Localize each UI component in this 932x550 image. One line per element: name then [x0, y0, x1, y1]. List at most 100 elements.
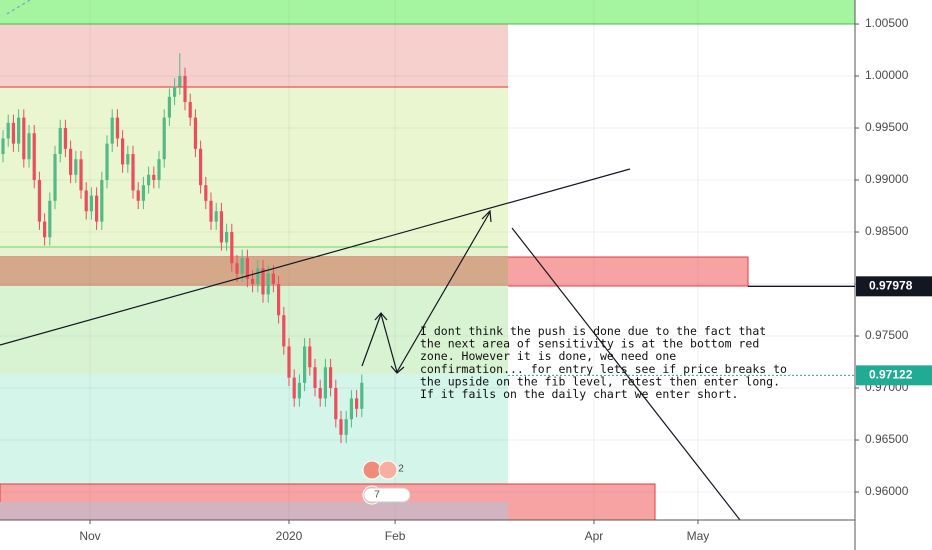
candle-body [17, 117, 21, 144]
candle-body [84, 190, 88, 212]
zones [0, 0, 855, 521]
candle-body [240, 258, 244, 274]
candle-body [214, 211, 218, 222]
candle-body [292, 377, 296, 399]
candle-body [209, 200, 213, 222]
zone [0, 0, 855, 24]
zone [0, 286, 508, 374]
candle-body [230, 232, 234, 264]
candle-body [287, 346, 291, 378]
candle-body [32, 133, 36, 181]
candle-body [173, 86, 177, 97]
candle-body [157, 159, 161, 181]
zone [0, 87, 508, 247]
candle-body [323, 367, 328, 399]
candle-body [339, 419, 343, 435]
annotation-line: zone. However it is done, we need one [420, 349, 676, 363]
arrow-head [374, 312, 388, 321]
candle-body [266, 273, 270, 295]
candle-body [204, 185, 208, 201]
candle-body [193, 117, 198, 149]
candle-body [277, 284, 281, 316]
candle-body [37, 180, 42, 222]
x-tick-label: Nov [79, 529, 100, 543]
candle-body [360, 382, 364, 409]
price-axis [855, 0, 932, 550]
annotation-line: the next area of sensitivity is at the b… [420, 337, 759, 351]
candle-body [251, 278, 255, 285]
annotation-line: the upside on the fib level, retest then… [420, 374, 780, 388]
candle-body [141, 185, 146, 201]
candle-body [297, 382, 302, 399]
candle-body [152, 174, 156, 181]
candle-body [74, 159, 78, 175]
candle-body [121, 138, 125, 165]
y-tick-label: 0.98500 [865, 224, 909, 238]
candle-body [235, 263, 239, 274]
candle-body [334, 388, 338, 420]
projection-line [511, 227, 741, 521]
time-axis [0, 520, 855, 550]
candle-body [282, 315, 286, 347]
y-tick-label: 0.97500 [865, 328, 909, 342]
candle-body [79, 159, 83, 191]
candle-body [136, 190, 140, 201]
x-tick-label: May [687, 529, 710, 543]
y-tick-label: 0.99500 [865, 120, 909, 134]
candle-body [27, 133, 31, 160]
candle-body [105, 143, 109, 181]
zone [0, 247, 508, 257]
candle-body [199, 148, 203, 186]
price-label-box [856, 276, 932, 297]
candle-body [58, 128, 62, 155]
event-icon[interactable] [378, 460, 398, 480]
price-label: 0.97978 [869, 278, 913, 292]
annotation-line: I dont think the push is done due to the… [420, 324, 766, 338]
y-tick-label: 1.00000 [865, 68, 909, 82]
candle-body [48, 200, 52, 238]
candle-body [95, 195, 99, 222]
candle-body [167, 96, 172, 118]
candle-body [115, 117, 120, 139]
candle-body [344, 419, 348, 435]
candle-body [147, 174, 151, 186]
candle-body [6, 122, 10, 139]
drawing-line [4, 0, 31, 16]
event-badge: 7 [374, 490, 380, 501]
candle-body [355, 398, 359, 409]
candle-body [313, 367, 317, 389]
candles [1, 53, 364, 444]
x-tick-label: 2020 [276, 529, 303, 543]
annotation: I dont think the push is done due to the… [420, 324, 787, 401]
candle-body [89, 195, 94, 212]
event-badge: 2 [398, 464, 404, 475]
candle-body [131, 154, 135, 191]
candle-body [318, 388, 322, 399]
candle-body [308, 346, 312, 368]
arrow-head [390, 365, 405, 374]
event-badge-box[interactable] [363, 487, 411, 503]
arrow-head [481, 209, 492, 223]
y-tick-label: 0.96500 [865, 432, 909, 446]
x-tick-label: Feb [385, 529, 406, 543]
x-tick-label: Apr [585, 529, 604, 543]
axes: 0.960000.965000.970000.975000.980000.985… [79, 16, 932, 543]
candle-body [178, 76, 182, 87]
candle-body [162, 117, 166, 160]
candle-body [53, 154, 57, 201]
candle-body [303, 346, 307, 383]
path-arrow [361, 211, 491, 374]
event-icon[interactable] [362, 460, 382, 480]
candle-body [11, 122, 16, 144]
zone [0, 24, 508, 87]
events: 2 7 [362, 460, 411, 505]
candle-body [100, 180, 104, 222]
candle-body [329, 367, 333, 389]
candle-body [245, 258, 250, 279]
y-tick-label: 0.96000 [865, 484, 909, 498]
candle-body [188, 102, 192, 118]
grid [0, 0, 855, 520]
candle-body [126, 154, 130, 165]
candle-body [43, 221, 47, 238]
annotation-line: confirmation... for entry lets see if pr… [420, 362, 787, 376]
